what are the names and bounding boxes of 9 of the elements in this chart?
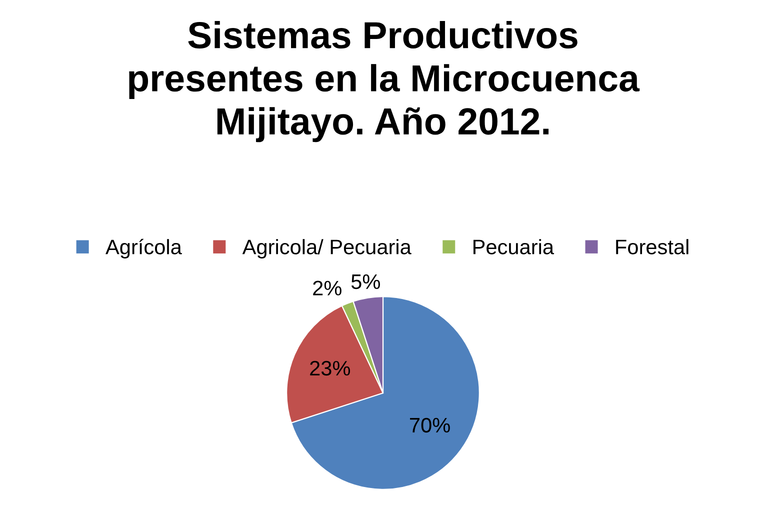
data-label: 2% bbox=[313, 280, 342, 296]
data-label: 23% bbox=[310, 360, 350, 376]
legend-label: Forestal bbox=[616, 239, 688, 254]
data-label: 5% bbox=[351, 274, 380, 290]
chart-title: Sistemas Productivos presentes en la Microcuenca Mijitayo. Año 2012. bbox=[129, 20, 640, 142]
legend-label: Agrícola bbox=[106, 238, 182, 258]
legend-label: Pecuaria bbox=[474, 239, 554, 254]
data-label: 70% bbox=[410, 418, 450, 433]
legend-label: Agricola/ Pecuaria bbox=[242, 239, 412, 258]
